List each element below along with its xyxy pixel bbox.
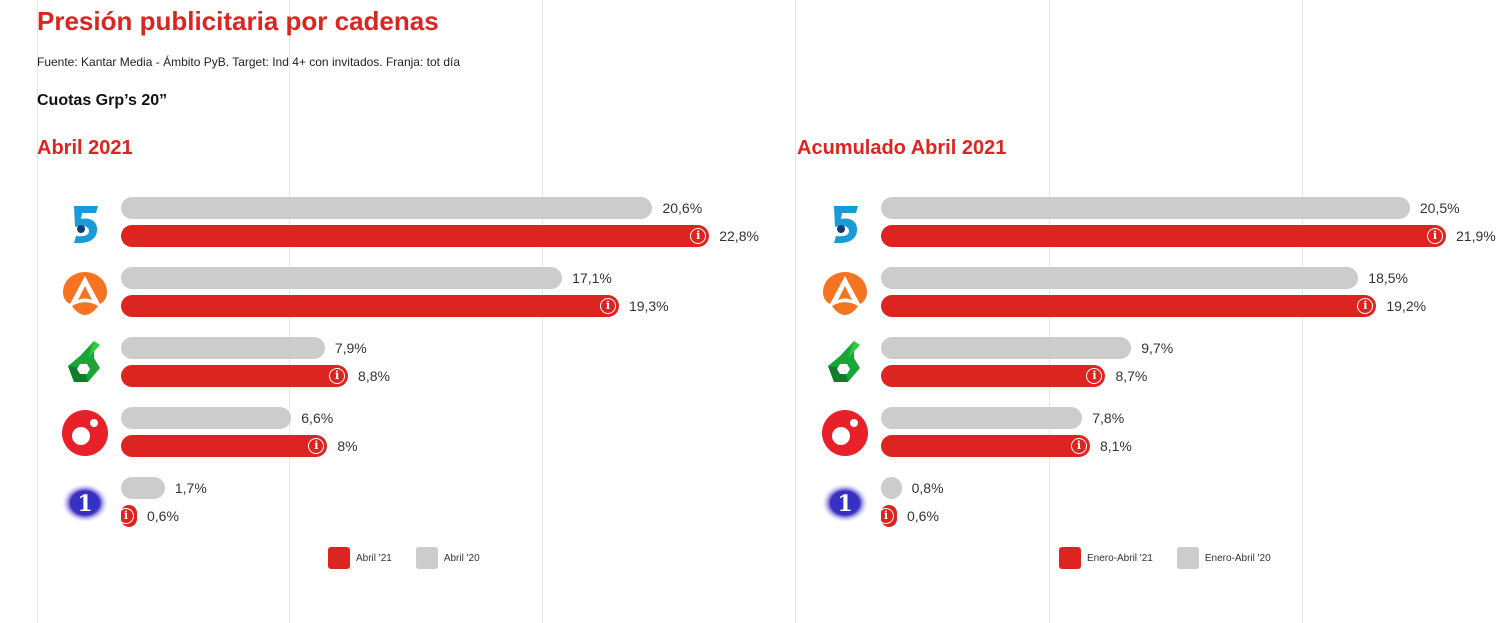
svg-text:1: 1 [77, 491, 92, 517]
gridline [795, 0, 796, 623]
legend-swatch [1059, 547, 1081, 569]
source-note: Fuente: Kantar Media - Ámbito PyB. Targe… [37, 55, 461, 69]
bar-current[interactable]: i [881, 365, 1106, 387]
antena3-logo-icon [60, 268, 110, 318]
legend-item[interactable]: Enero-Abril '20 [1176, 547, 1271, 569]
bar-previous [121, 407, 292, 429]
legend: Enero-Abril '21 Enero-Abril '20 [1059, 547, 1295, 569]
chart-abril-2021: Abril 2021 20,6% i 22,8% 17,1% i 19,3% 7,9% i 8,… [37, 0, 777, 623]
data-label: 0,6% [147, 508, 179, 524]
legend-item[interactable]: Enero-Abril '21 [1059, 547, 1153, 569]
data-label: 0,8% [911, 480, 944, 496]
lasexta-logo-icon [60, 338, 110, 388]
data-label: 0,6% [907, 508, 939, 524]
data-label: 20,5% [1419, 200, 1460, 216]
bar-current[interactable]: i [121, 435, 328, 457]
bar-current[interactable]: i [121, 365, 349, 387]
telecinco-logo-icon [60, 198, 110, 248]
legend: Abril '21 Abril '20 [328, 547, 504, 569]
data-label: 6,6% [301, 410, 334, 426]
cuatro-logo-icon [60, 408, 110, 458]
info-icon[interactable]: i [329, 368, 346, 384]
data-label: 9,7% [1141, 340, 1174, 356]
page-title: Presión publicitaria por cadenas [37, 6, 439, 36]
legend-swatch [415, 547, 438, 569]
data-label: 17,1% [572, 270, 612, 286]
legend-swatch [1176, 547, 1199, 569]
bar-previous [121, 337, 325, 359]
legend-item[interactable]: Abril '21 [328, 547, 392, 569]
legend-swatch [328, 547, 350, 569]
bar-current[interactable]: i [881, 225, 1447, 247]
cuatro-logo-icon [820, 408, 870, 458]
data-label: 20,6% [662, 200, 703, 216]
legend-label: Abril '20 [443, 552, 480, 564]
bar-previous [881, 407, 1083, 429]
lasexta-logo-icon [820, 338, 870, 388]
data-label: 8% [337, 438, 358, 454]
data-label: 18,5% [1368, 270, 1408, 286]
gridline [37, 0, 38, 623]
bar-previous [121, 267, 563, 289]
bar-current[interactable]: i [121, 225, 710, 247]
chart-title: Abril 2021 [37, 137, 133, 159]
data-label: 22,8% [719, 228, 759, 244]
chart-title: Acumulado Abril 2021 [797, 137, 1007, 159]
data-label: 8,7% [1115, 368, 1148, 384]
legend-label: Abril '21 [356, 552, 392, 564]
data-label: 1,7% [174, 480, 207, 496]
bar-previous [881, 267, 1359, 289]
bar-previous [121, 197, 653, 219]
bar-previous [881, 197, 1410, 219]
info-icon[interactable]: i [308, 438, 325, 454]
info-icon[interactable]: i [118, 508, 134, 524]
bar-current[interactable]: i [881, 435, 1090, 457]
data-label: 21,9% [1456, 228, 1496, 244]
bar-current[interactable]: i [878, 505, 897, 527]
info-icon[interactable]: i [1086, 368, 1103, 384]
bar-previous [121, 477, 165, 499]
data-label: 7,9% [334, 340, 367, 356]
svg-text:1: 1 [837, 491, 852, 517]
data-label: 7,8% [1092, 410, 1125, 426]
bar-current[interactable]: i [881, 295, 1377, 317]
telecinco-logo-icon [820, 198, 870, 248]
antena3-logo-icon [820, 268, 870, 318]
info-icon[interactable]: i [1427, 228, 1444, 244]
legend-item[interactable]: Abril '20 [415, 547, 480, 569]
data-label: 8,8% [358, 368, 390, 384]
info-icon[interactable]: i [1070, 438, 1087, 454]
la1-logo-icon: 1 [820, 478, 870, 528]
info-icon[interactable]: i [599, 298, 616, 314]
data-label: 19,3% [628, 298, 669, 314]
la1-logo-icon: 1 [60, 478, 110, 528]
data-label: 19,2% [1386, 298, 1427, 314]
data-label: 8,1% [1099, 438, 1132, 454]
subtitle: Cuotas Grp’s 20” [37, 92, 168, 109]
chart-acumulado-abril-2021: Acumulado Abril 2021 20,5% i 21,9% 18,5% i 19… [797, 0, 1512, 623]
bar-previous [881, 477, 902, 499]
bar-current[interactable]: i [118, 505, 137, 527]
legend-label: Enero-Abril '20 [1204, 552, 1271, 564]
bar-current[interactable]: i [121, 295, 619, 317]
info-icon[interactable]: i [878, 508, 894, 524]
bar-previous [881, 337, 1132, 359]
legend-label: Enero-Abril '21 [1087, 552, 1153, 564]
info-icon[interactable]: i [1357, 298, 1374, 314]
info-icon[interactable]: i [690, 228, 707, 244]
